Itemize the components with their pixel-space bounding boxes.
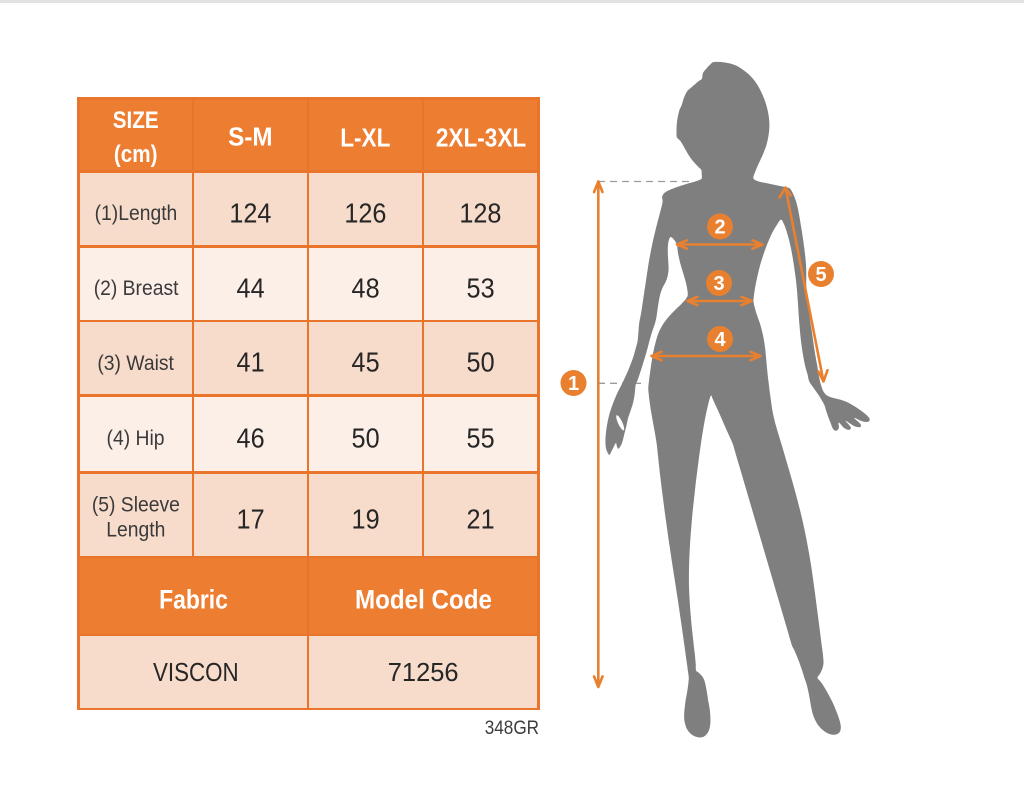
svg-text:2: 2	[714, 217, 725, 239]
svg-text:4: 4	[714, 329, 726, 351]
svg-text:3: 3	[713, 273, 724, 295]
svg-text:5: 5	[815, 264, 826, 286]
svg-text:1: 1	[568, 373, 579, 395]
